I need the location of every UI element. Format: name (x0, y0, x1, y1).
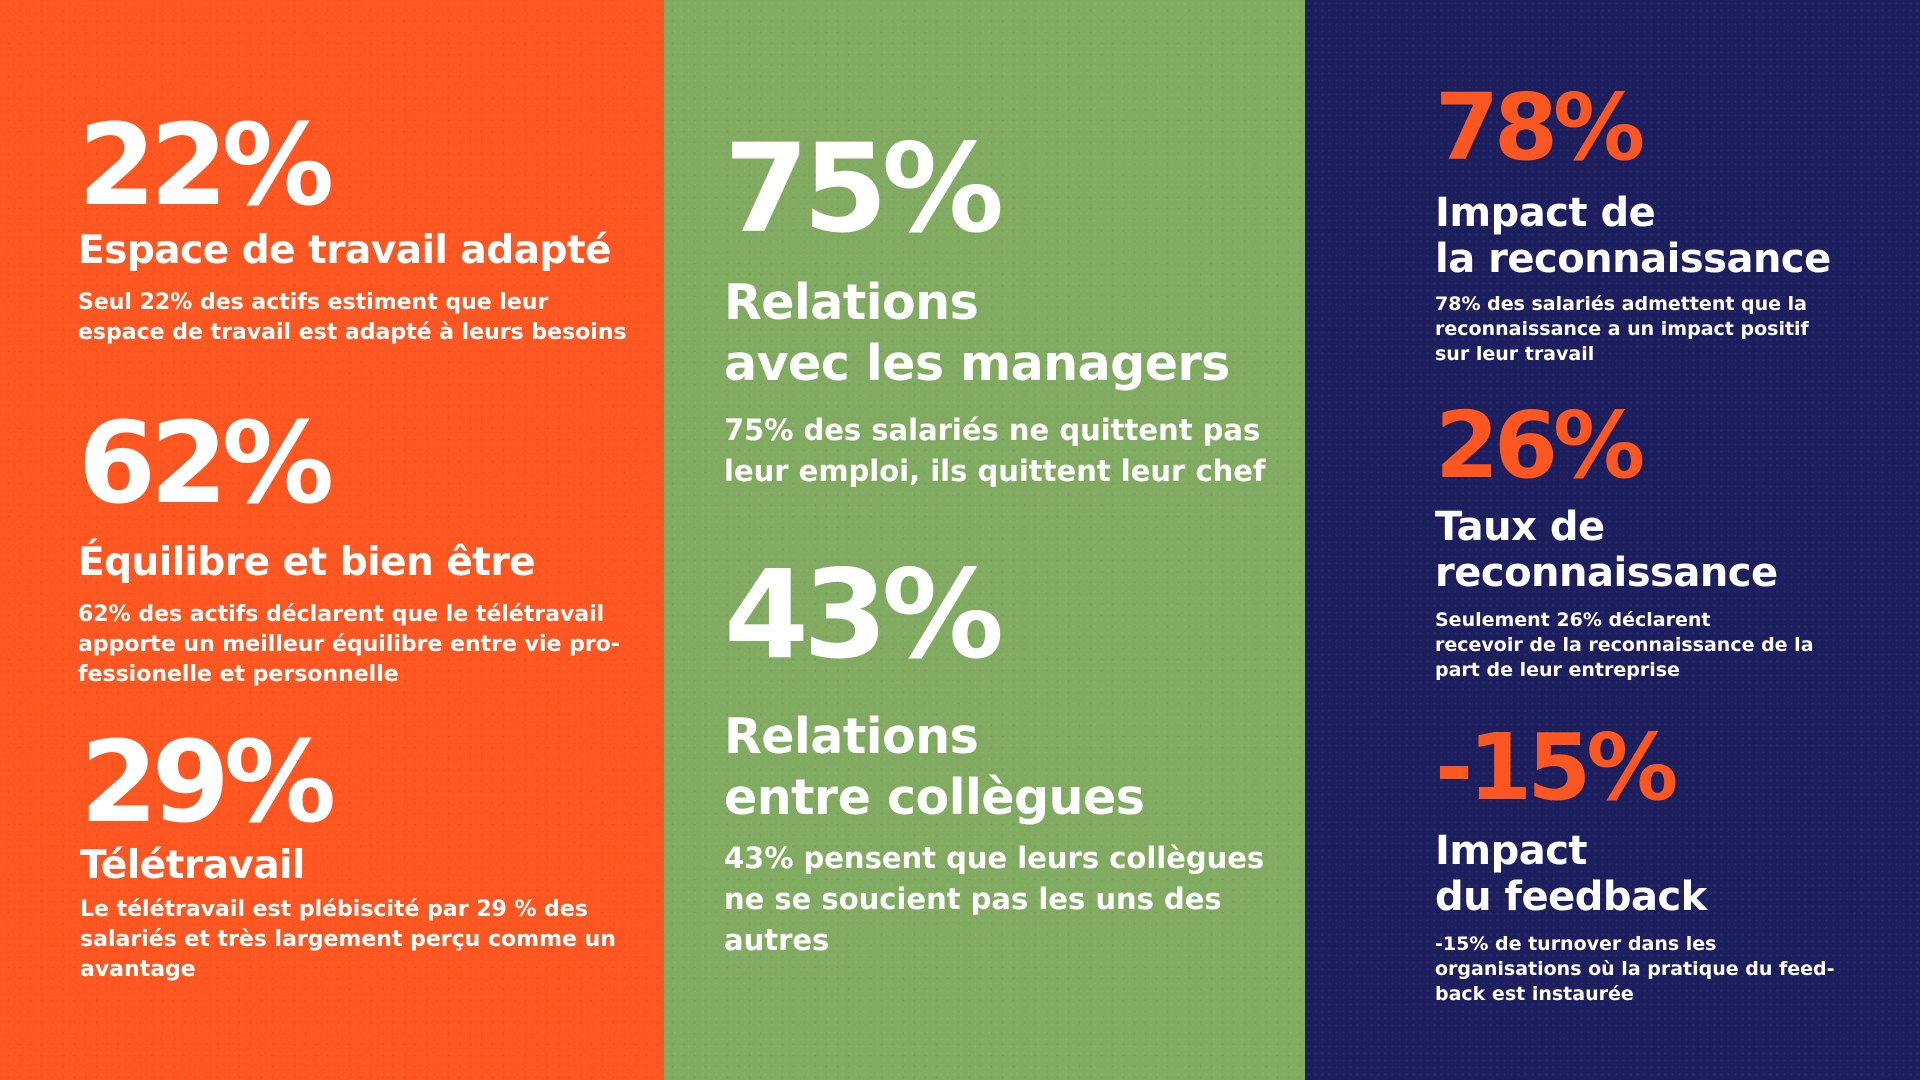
stat-heading-line: avec les managers (724, 335, 1230, 392)
stat-heading: Taux de reconnaissance (1435, 504, 1814, 596)
stat-description-line: espace de travail est adapté à leurs bes… (78, 319, 627, 345)
stat-description-line: back est instaurée (1435, 983, 1634, 1005)
stat-feedback-impact: -15% Impact du feedback -15% de turnover… (1435, 722, 1835, 1007)
stat-description-line: leur emploi, ils quittent leur chef (724, 454, 1266, 488)
stat-description-line: salariés et très largement perçu comme u… (80, 926, 616, 952)
stat-heading-line: la reconnaissance (1435, 236, 1831, 282)
stat-heading-line: Équilibre et bien être (78, 540, 536, 585)
stat-heading: Espace de travail adapté (78, 228, 627, 274)
stat-description-line: Seulement 26% déclarent (1435, 609, 1711, 631)
stat-description: -15% de turnover dans les organisations … (1435, 932, 1835, 1007)
stat-heading: Relations entre collègues (724, 706, 1264, 828)
stat-heading-line: Relations (724, 274, 979, 331)
stat-heading: Relations avec les managers (724, 272, 1266, 394)
stat-heading-line: reconnaissance (1435, 550, 1778, 596)
stat-description-line: recevoir de la reconnaissance de la (1435, 634, 1814, 656)
stat-telework: 29% Télétravail Le télétravail est plébi… (80, 727, 616, 985)
stat-percentage: 75% (724, 118, 1004, 260)
stat-colleague-relations: 43% Relations entre collègues 43% pensen… (724, 554, 1264, 961)
stat-recognition-rate: 26% Taux de reconnaissance Seulement 26%… (1435, 400, 1814, 683)
stat-description: 75% des salariés ne quittent pas leur em… (724, 410, 1266, 492)
stat-description-line: autres (724, 923, 830, 957)
stat-percentage: 26% (1435, 392, 1645, 499)
stat-description-line: Le télétravail est plébiscité par 29 % d… (80, 896, 588, 922)
stat-heading-line: Espace de travail adapté (78, 228, 611, 273)
stat-heading-line: Taux de (1435, 504, 1605, 550)
stat-heading-line: Télétravail (80, 843, 305, 888)
stat-heading-line: Impact (1435, 828, 1588, 874)
right-column: 78% Impact de la reconnaissance 78% des … (1305, 0, 1920, 1080)
stat-description: Seulement 26% déclarent recevoir de la r… (1435, 608, 1814, 683)
stat-heading-line: Relations (724, 708, 979, 765)
stat-description-line: apporte un meilleur équilibre entre vie … (78, 631, 620, 657)
stat-description-line: fessionelle et personnelle (78, 661, 399, 687)
stat-description-line: 78% des salariés admettent que la (1435, 293, 1808, 315)
stat-description: 62% des actifs déclarent que le télétrav… (78, 600, 620, 690)
stat-heading: Télétravail (80, 843, 616, 889)
stat-description: 78% des salariés admettent que la reconn… (1435, 292, 1831, 367)
stat-description: Seul 22% des actifs estiment que leur es… (78, 288, 627, 348)
stat-description-line: part de leur entreprise (1435, 659, 1680, 681)
stat-description: Le télétravail est plébiscité par 29 % d… (80, 895, 616, 985)
stat-manager-relations: 75% Relations avec les managers 75% des … (724, 128, 1266, 492)
stat-description-line: sur leur travail (1435, 343, 1595, 365)
left-column: 22% Espace de travail adapté Seul 22% de… (0, 0, 664, 1080)
stat-description: 43% pensent que leurs collègues ne se so… (724, 838, 1264, 961)
middle-column: 75% Relations avec les managers 75% des … (664, 0, 1305, 1080)
stat-percentage: 78% (1435, 74, 1645, 181)
stat-recognition-impact: 78% Impact de la reconnaissance 78% des … (1435, 82, 1831, 367)
stat-description-line: 43% pensent que leurs collègues (724, 841, 1265, 875)
stat-description-line: ne se soucient pas les uns des (724, 882, 1222, 916)
stat-heading-line: entre collègues (724, 769, 1145, 826)
stat-description-line: organisations où la pratique du feed- (1435, 958, 1835, 980)
stat-heading-line: Impact de (1435, 190, 1656, 236)
stat-workspace: 22% Espace de travail adapté Seul 22% de… (78, 110, 627, 348)
stat-description-line: 62% des actifs déclarent que le télétrav… (78, 601, 605, 627)
stat-description-line: 75% des salariés ne quittent pas (724, 413, 1261, 447)
stat-description-line: -15% de turnover dans les (1435, 933, 1717, 955)
stat-balance: 62% Équilibre et bien être 62% des actif… (78, 408, 620, 690)
stat-percentage: 29% (80, 718, 336, 848)
stat-percentage: -15% (1435, 714, 1678, 821)
stat-percentage: 62% (78, 399, 334, 529)
stat-heading: Impact de la reconnaissance (1435, 190, 1831, 282)
stat-heading-line: du feedback (1435, 874, 1707, 920)
stat-description-line: Seul 22% des actifs estiment que leur (78, 289, 549, 315)
stat-heading: Impact du feedback (1435, 828, 1835, 920)
stat-description-line: reconnaissance a un impact positif (1435, 318, 1809, 340)
stat-description-line: avantage (80, 956, 196, 982)
stat-percentage: 43% (724, 544, 1004, 686)
stat-heading: Équilibre et bien être (78, 540, 620, 586)
stat-percentage: 22% (78, 101, 334, 231)
